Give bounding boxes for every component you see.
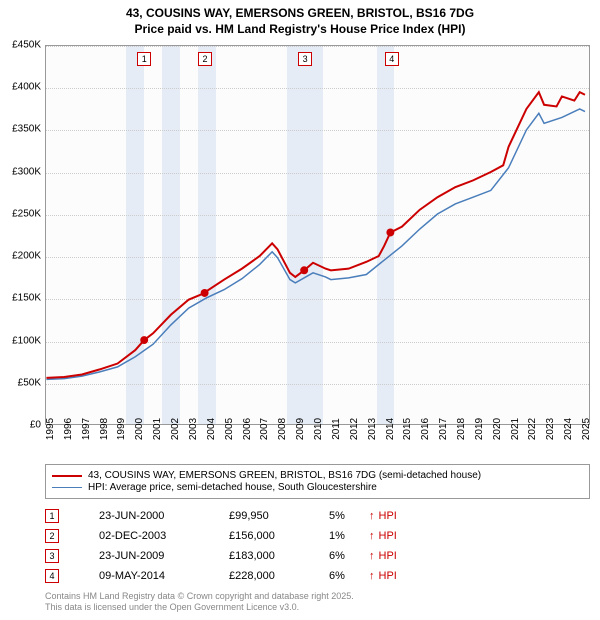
y-tick-label: £50K: [18, 377, 41, 388]
x-tick-label: 2012: [349, 418, 360, 440]
sale-dot: [386, 229, 394, 237]
sale-marker-3: 3: [298, 52, 312, 66]
x-tick-label: 2009: [295, 418, 306, 440]
chart-plot-area: 1 2 3 4: [45, 45, 590, 425]
attribution-footer: Contains HM Land Registry data © Crown c…: [45, 591, 354, 613]
sale-pct: 6%: [329, 550, 369, 562]
x-axis: 1995199619971998199920002001200220032004…: [45, 425, 590, 465]
sale-marker-2: 2: [198, 52, 212, 66]
sale-pct: 1%: [329, 530, 369, 542]
y-tick-label: £150K: [12, 293, 41, 304]
footer-line1: Contains HM Land Registry data © Crown c…: [45, 591, 354, 601]
sale-row: 2 02-DEC-2003£156,0001%↑ HPI: [45, 526, 590, 546]
y-tick-label: £450K: [12, 40, 41, 51]
sale-row-marker: 4: [45, 569, 59, 583]
x-tick-label: 2017: [438, 418, 449, 440]
x-tick-label: 1998: [99, 418, 110, 440]
y-tick-label: £0: [30, 420, 41, 431]
y-tick-label: £400K: [12, 82, 41, 93]
x-tick-label: 2011: [331, 418, 342, 440]
sale-pct: 6%: [329, 570, 369, 582]
x-tick-label: 2000: [134, 418, 145, 440]
legend-row: 43, COUSINS WAY, EMERSONS GREEN, BRISTOL…: [52, 470, 583, 481]
legend-swatch: [52, 487, 82, 488]
legend-row: HPI: Average price, semi-detached house,…: [52, 482, 583, 493]
arrow-up-icon: ↑: [369, 550, 375, 562]
x-tick-label: 1996: [63, 418, 74, 440]
x-tick-label: 2005: [224, 418, 235, 440]
legend-label: HPI: Average price, semi-detached house,…: [88, 482, 377, 493]
x-tick-label: 2021: [510, 418, 521, 440]
sale-price: £228,000: [229, 570, 329, 582]
x-tick-label: 2024: [563, 418, 574, 440]
x-tick-label: 2006: [242, 418, 253, 440]
x-tick-label: 2015: [402, 418, 413, 440]
sale-row-marker: 2: [45, 529, 59, 543]
sale-date: 23-JUN-2009: [99, 550, 229, 562]
legend-swatch: [52, 475, 82, 477]
sale-date: 23-JUN-2000: [99, 510, 229, 522]
series-property: [46, 92, 585, 378]
sale-hpi-label: HPI: [379, 510, 397, 522]
x-tick-label: 2004: [206, 418, 217, 440]
footer-line2: This data is licensed under the Open Gov…: [45, 602, 299, 612]
sale-dot: [300, 266, 308, 274]
sale-price: £99,950: [229, 510, 329, 522]
x-tick-label: 1997: [81, 418, 92, 440]
x-tick-label: 2014: [385, 418, 396, 440]
x-tick-label: 2022: [527, 418, 538, 440]
y-tick-label: £200K: [12, 251, 41, 262]
sale-row: 4 09-MAY-2014£228,0006%↑ HPI: [45, 566, 590, 586]
x-tick-label: 2008: [277, 418, 288, 440]
x-tick-label: 2025: [581, 418, 592, 440]
legend-label: 43, COUSINS WAY, EMERSONS GREEN, BRISTOL…: [88, 470, 481, 481]
chart-lines: [46, 46, 589, 424]
sale-date: 02-DEC-2003: [99, 530, 229, 542]
sale-hpi-label: HPI: [379, 570, 397, 582]
sale-pct: 5%: [329, 510, 369, 522]
sales-table: 123-JUN-2000£99,9505%↑HPI202-DEC-2003£15…: [45, 506, 590, 586]
sale-dot: [201, 289, 209, 297]
arrow-up-icon: ↑: [369, 530, 375, 542]
x-tick-label: 2023: [545, 418, 556, 440]
x-tick-label: 2018: [456, 418, 467, 440]
sale-row-marker: 1: [45, 509, 59, 523]
x-tick-label: 1999: [116, 418, 127, 440]
x-tick-label: 2010: [313, 418, 324, 440]
sale-dot: [140, 336, 148, 344]
arrow-up-icon: ↑: [369, 570, 375, 582]
sale-marker-4: 4: [385, 52, 399, 66]
sale-price: £156,000: [229, 530, 329, 542]
y-axis: £0£50K£100K£150K£200K£250K£300K£350K£400…: [0, 45, 45, 425]
x-tick-label: 1995: [45, 418, 56, 440]
x-tick-label: 2020: [492, 418, 503, 440]
sale-row: 1 23-JUN-2000£99,9505%↑ HPI: [45, 506, 590, 526]
title-line2: Price paid vs. HM Land Registry's House …: [135, 22, 466, 36]
sale-row-marker: 3: [45, 549, 59, 563]
sale-row: 3 23-JUN-2009£183,0006%↑ HPI: [45, 546, 590, 566]
y-tick-label: £250K: [12, 208, 41, 219]
x-tick-label: 2003: [188, 418, 199, 440]
y-tick-label: £350K: [12, 124, 41, 135]
y-tick-label: £300K: [12, 166, 41, 177]
title-line1: 43, COUSINS WAY, EMERSONS GREEN, BRISTOL…: [126, 6, 474, 20]
sale-date: 09-MAY-2014: [99, 570, 229, 582]
x-tick-label: 2016: [420, 418, 431, 440]
x-tick-label: 2002: [170, 418, 181, 440]
x-tick-label: 2001: [152, 418, 163, 440]
x-tick-label: 2013: [367, 418, 378, 440]
y-tick-label: £100K: [12, 335, 41, 346]
sale-price: £183,000: [229, 550, 329, 562]
sale-hpi-label: HPI: [379, 530, 397, 542]
arrow-up-icon: ↑: [369, 510, 375, 522]
sale-marker-1: 1: [137, 52, 151, 66]
x-tick-label: 2019: [474, 418, 485, 440]
sale-hpi-label: HPI: [379, 550, 397, 562]
x-tick-label: 2007: [259, 418, 270, 440]
series-hpi: [46, 109, 585, 379]
chart-title: 43, COUSINS WAY, EMERSONS GREEN, BRISTOL…: [0, 0, 600, 37]
chart-legend: 43, COUSINS WAY, EMERSONS GREEN, BRISTOL…: [45, 464, 590, 499]
